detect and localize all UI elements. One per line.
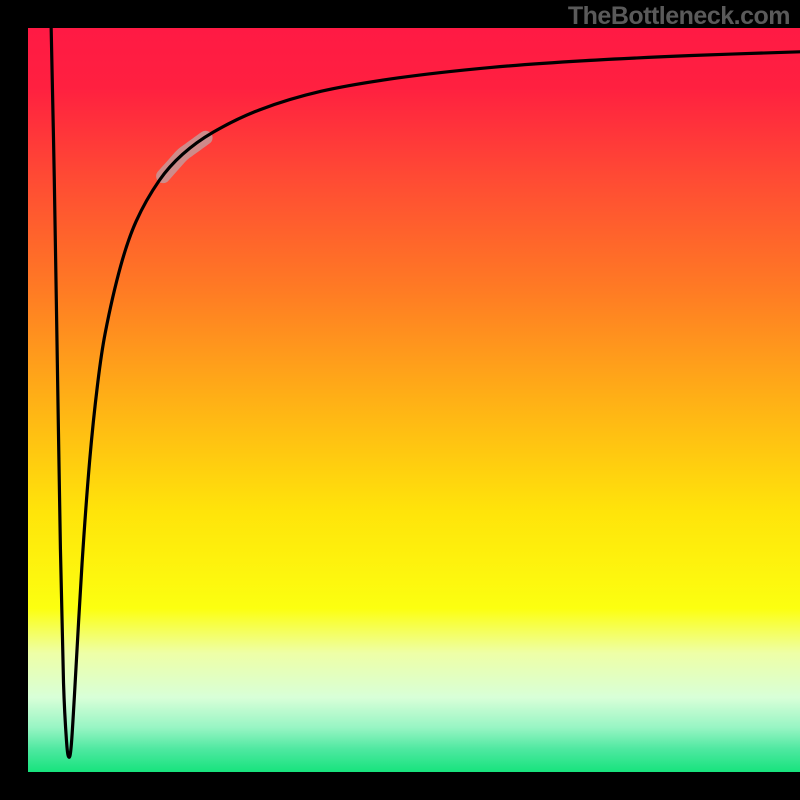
watermark-text: TheBottleneck.com (568, 2, 790, 31)
bottleneck-chart (0, 0, 800, 800)
chart-container: TheBottleneck.com (0, 0, 800, 800)
plot-background (28, 28, 800, 772)
